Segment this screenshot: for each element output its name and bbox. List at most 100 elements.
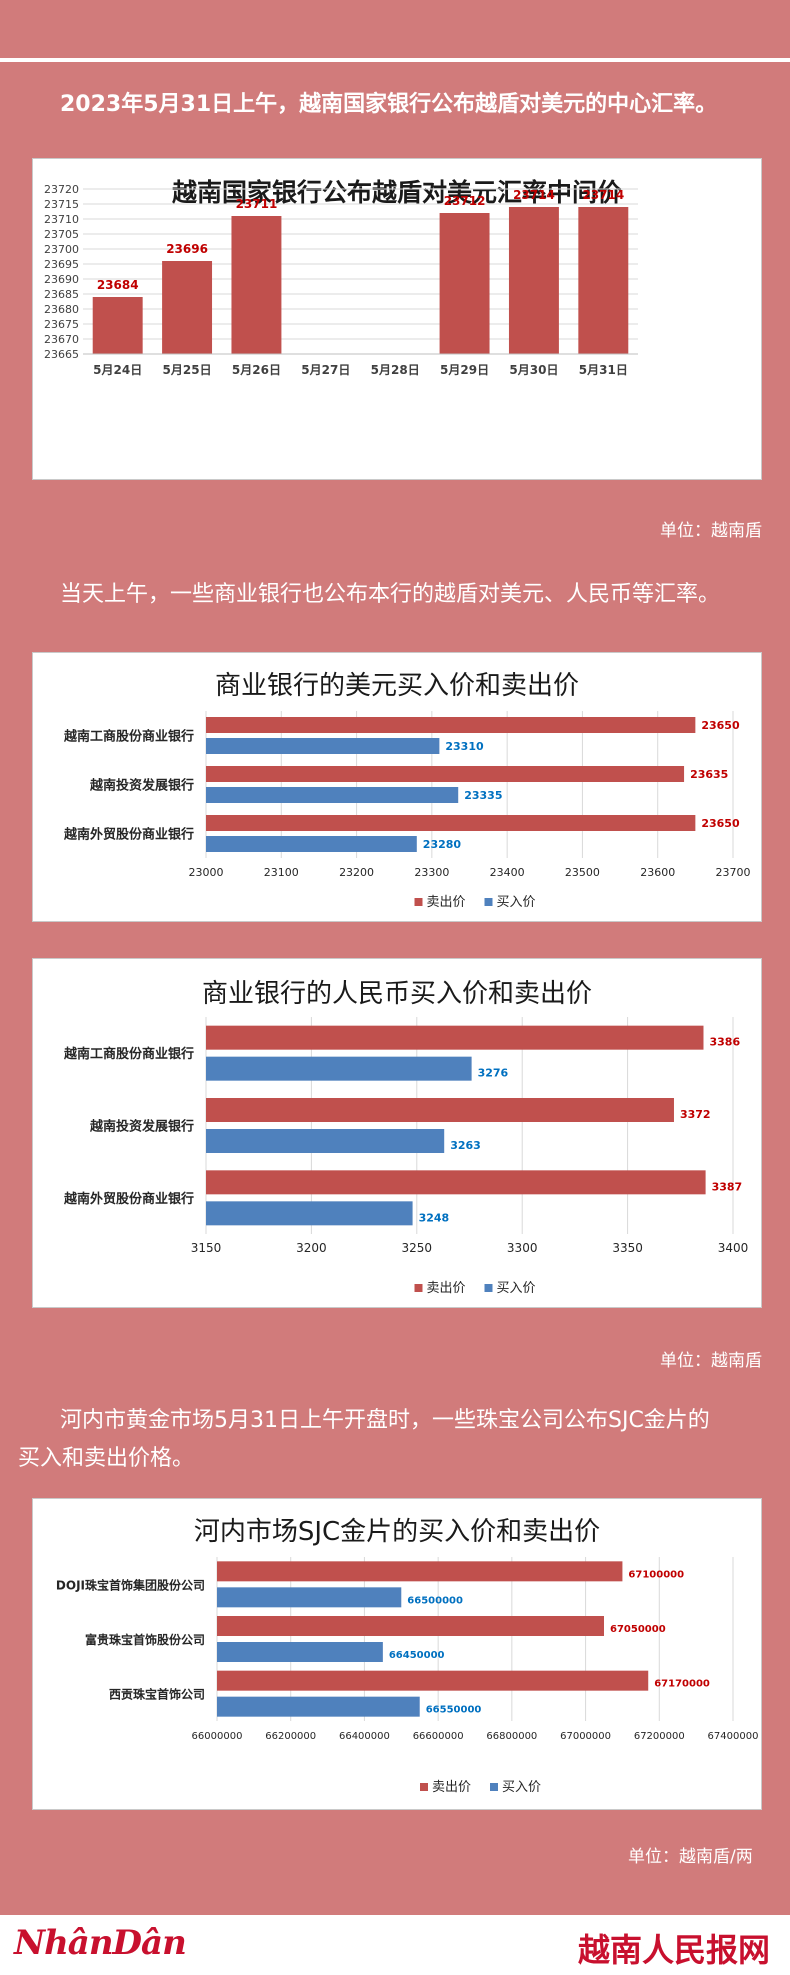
x-tick-label: 23700 — [716, 866, 751, 879]
bar — [578, 207, 629, 354]
buy-bar — [206, 1129, 445, 1153]
legend-label-buy: 买入价 — [502, 1780, 541, 1795]
x-tick-label: 3300 — [507, 1241, 538, 1255]
top-divider — [0, 58, 790, 62]
sell-data-label: 23650 — [701, 817, 740, 830]
sell-data-label: 67170000 — [654, 1679, 710, 1690]
intro-text-2: 当天上午，一些商业银行也公布本行的越盾对美元、人民币等汇率。 — [60, 582, 721, 607]
y-tick-label: 23715 — [44, 198, 79, 211]
gold-prices-chart-card: 河内市场SJC金片的买入价和卖出价 66000000 66200000 664000… — [32, 1498, 762, 1810]
bar — [439, 213, 490, 354]
legend-label-sell: 卖出价 — [432, 1780, 471, 1795]
x-tick-label: 5月26日 — [232, 363, 281, 377]
data-label: 23712 — [444, 194, 486, 208]
sell-data-label: 23650 — [701, 719, 740, 732]
buy-bar — [217, 1587, 402, 1608]
buy-bar — [206, 1201, 413, 1226]
buy-data-label: 3276 — [478, 1067, 509, 1080]
buy-data-label: 3248 — [419, 1211, 450, 1224]
x-tick-label: 5月27日 — [301, 363, 350, 377]
legend-label-buy: 买入价 — [497, 1281, 536, 1296]
cny-rates-chart-card: 商业银行的人民币买入价和卖出价 3150 3200 3250 3300 3350 3400… — [32, 958, 762, 1308]
legend-swatch-sell — [414, 1284, 423, 1292]
x-tick-label: 66000000 — [192, 1731, 243, 1742]
intro-text-1: 2023年5月31日上午，越南国家银行公布越盾对美元的中心汇率。 — [60, 92, 718, 117]
category-label: 越南外贸股份商业银行 — [63, 827, 194, 843]
y-tick-label: 23695 — [44, 258, 79, 271]
unit-label-1: 单位：越南盾 — [660, 521, 762, 541]
x-tick-label: 23400 — [490, 866, 525, 879]
x-tick-label: 66200000 — [265, 1731, 316, 1742]
legend-label-buy: 买入价 — [497, 895, 536, 910]
category-label: 越南工商股份商业银行 — [63, 1046, 194, 1062]
usd-rates-chart: 23000 23100 23200 23300 23400 23500 23600 23700… — [63, 711, 751, 910]
sell-data-label: 3386 — [709, 1036, 740, 1049]
x-tick-label: 5月29日 — [440, 363, 489, 377]
buy-data-label: 23280 — [423, 838, 462, 851]
buy-bar — [217, 1696, 420, 1717]
sell-data-label: 23635 — [690, 768, 728, 781]
sell-bar — [206, 717, 696, 733]
legend-swatch-sell — [420, 1783, 428, 1791]
y-tick-label: 23670 — [44, 333, 79, 346]
buy-bar — [206, 787, 459, 803]
x-tick-label: 67000000 — [560, 1731, 611, 1742]
unit-label-2: 单位：越南盾 — [660, 1351, 762, 1371]
sell-bar — [206, 1170, 706, 1195]
sell-bar — [206, 1025, 704, 1050]
buy-data-label: 66450000 — [389, 1650, 445, 1661]
chart-title: 商业银行的人民币买入价和卖出价 — [201, 979, 592, 1009]
gold-prices-chart: 66000000 66200000 66400000 66600000 66800000… — [56, 1557, 758, 1795]
y-tick-label: 23710 — [44, 213, 79, 226]
sell-data-label: 67050000 — [610, 1624, 666, 1635]
legend-swatch-buy — [490, 1783, 498, 1791]
data-label: 23714 — [582, 188, 624, 202]
buy-data-label: 66550000 — [426, 1705, 482, 1716]
intro-text-3-line-2: 买入和卖出价格。 — [18, 1446, 195, 1471]
x-tick-label: 3250 — [402, 1241, 433, 1255]
buy-data-label: 66500000 — [407, 1595, 463, 1606]
central-rate-chart-card: 越南国家银行公布越盾对美元汇率中间价 23720 23715 23710 23705 2… — [32, 158, 762, 480]
footer: NhânDân 越南人民报网 — [0, 1915, 790, 1975]
legend-swatch-buy — [484, 1284, 493, 1292]
data-label: 23714 — [513, 188, 555, 202]
x-tick-label: 66400000 — [339, 1731, 390, 1742]
bar — [231, 216, 282, 354]
buy-bar — [206, 1056, 472, 1081]
sell-bar — [206, 815, 696, 831]
y-tick-label: 23690 — [44, 273, 79, 286]
legend-label-sell: 卖出价 — [427, 1281, 466, 1296]
x-tick-label: 3350 — [612, 1241, 643, 1255]
bar — [92, 297, 143, 354]
category-label: 西贡珠宝首饰公司 — [109, 1687, 205, 1702]
data-label: 23684 — [97, 278, 139, 292]
buy-bar — [217, 1642, 383, 1662]
x-tick-label: 66800000 — [486, 1731, 537, 1742]
nhandan-logo[interactable]: NhânDân — [14, 1923, 187, 1963]
x-tick-label: 3400 — [718, 1241, 749, 1255]
sell-bar — [217, 1561, 623, 1582]
sell-bar — [206, 1098, 674, 1122]
buy-bar — [206, 738, 440, 754]
chart-title: 越南国家银行公布越盾对美元汇率中间价 — [171, 178, 622, 207]
sell-bar — [217, 1670, 649, 1691]
data-label: 23711 — [236, 197, 278, 211]
x-tick-label: 67200000 — [634, 1731, 685, 1742]
legend-swatch-buy — [484, 898, 493, 906]
category-label: 富贵珠宝首饰股份公司 — [85, 1632, 205, 1647]
x-tick-label: 23300 — [414, 866, 449, 879]
x-tick-label: 5月24日 — [93, 363, 142, 377]
x-tick-label: 23100 — [264, 866, 299, 879]
y-tick-label: 23680 — [44, 303, 79, 316]
intro-text-3-line-1: 河内市黄金市场5月31日上午开盘时，一些珠宝公司公布SJC金片的 — [60, 1408, 710, 1433]
x-tick-label: 5月25日 — [163, 363, 212, 377]
unit-label-3: 单位：越南盾/两 — [628, 1847, 753, 1867]
category-label: 越南工商股份商业银行 — [63, 729, 194, 745]
bar — [162, 261, 213, 354]
x-tick-label: 66600000 — [413, 1731, 464, 1742]
sell-data-label: 3387 — [712, 1180, 743, 1193]
usd-rates-chart-card: 商业银行的美元买入价和卖出价 23000 23100 23200 23300 23400… — [32, 652, 762, 922]
x-tick-label: 3150 — [191, 1241, 222, 1255]
category-label: 越南投资发展银行 — [89, 778, 194, 794]
site-name-logo[interactable]: 越南人民报网 — [577, 1931, 770, 1969]
